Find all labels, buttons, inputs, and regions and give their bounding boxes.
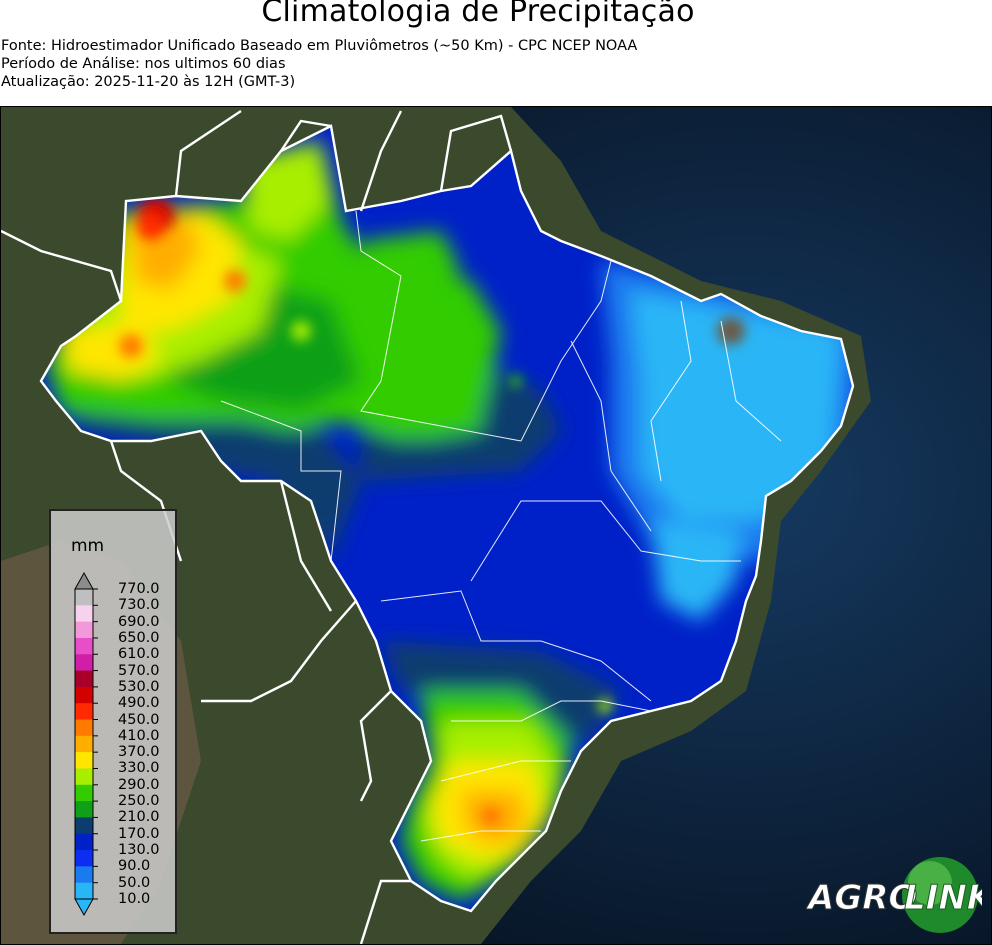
colorbar-tick-label: 250.0 xyxy=(118,793,160,810)
colorbar-tick-label: 10.0 xyxy=(118,891,151,907)
colorbar-bin-90.0 xyxy=(75,850,93,867)
colorbar-tick-label: 410.0 xyxy=(118,727,160,744)
colorbar-tick-label: 370.0 xyxy=(118,744,160,761)
update-timestamp-text: Atualização: 2025-11-20 às 12H (GMT-3) xyxy=(1,74,296,90)
colorbar-tick-label: 50.0 xyxy=(118,874,151,891)
colorbar-min-arrow xyxy=(74,898,94,917)
legend-unit-label: mm xyxy=(71,536,105,556)
colorbar-bin-50.0 xyxy=(75,866,93,884)
colorbar-bin-130.0 xyxy=(75,833,93,851)
analysis-period-text: Período de Análise: nos ultimos 60 dias xyxy=(1,56,286,72)
colorbar-bin-210.0 xyxy=(75,801,93,818)
colorbar-bin-610.0 xyxy=(75,637,93,655)
colorbar-tick-label: 170.0 xyxy=(118,825,160,842)
colorbar-tick-label: 690.0 xyxy=(118,613,160,630)
colorbar-bin-290.0 xyxy=(75,768,93,786)
colorbar-bin-330.0 xyxy=(75,752,93,769)
map-title: Climatologia de Precipitação xyxy=(261,0,695,29)
colorbar-tick-label: 770.0 xyxy=(118,581,160,597)
colorbar-tick-label: 90.0 xyxy=(118,858,151,875)
colorbar-bin-650.0 xyxy=(75,621,93,639)
colorbar-frame xyxy=(74,588,94,900)
colorbar-bin-410.0 xyxy=(75,719,93,737)
colorbar-bin-450.0 xyxy=(75,703,93,721)
source-text: Fonte: Hidroestimador Unificado Baseado … xyxy=(1,38,638,54)
colorbar-tick-label: 570.0 xyxy=(118,662,160,679)
legend-colorbar: mm 770.0 730.0 690.0 650.0 610.0 570.0 530.0 49… xyxy=(49,509,177,934)
colorbar-bin-170.0 xyxy=(75,817,93,835)
colorbar-bin-370.0 xyxy=(75,735,93,753)
colorbar-tick-label: 530.0 xyxy=(118,678,160,695)
logo-highlight xyxy=(908,861,952,905)
country-borders xyxy=(1,110,855,944)
colorbar-bin-490.0 xyxy=(75,686,93,704)
colorbar-tick-label: 650.0 xyxy=(118,629,160,646)
logo-text-agro: AGRO xyxy=(806,878,917,918)
colorbar-bin-690.0 xyxy=(75,605,93,623)
colorbar-tick-label: 730.0 xyxy=(118,597,160,614)
logo-text-link: LINK xyxy=(904,878,982,918)
colorbar-bin-570.0 xyxy=(75,654,93,672)
colorbar-bin-250.0 xyxy=(75,784,93,802)
colorbar-bin-530.0 xyxy=(75,670,93,688)
colorbar-bin-730.0 xyxy=(75,589,93,606)
colorbar-tick-label: 130.0 xyxy=(118,842,160,859)
colorbar-max-arrow xyxy=(74,571,94,590)
colorbar-tick-label: 210.0 xyxy=(118,809,160,826)
state-borders xyxy=(220,210,782,842)
colorbar-tick-label: 290.0 xyxy=(118,776,160,793)
colorbar-tick-label: 610.0 xyxy=(118,646,160,663)
colorbar-tick-label: 490.0 xyxy=(118,695,160,712)
colorbar-tick-label: 330.0 xyxy=(118,760,160,777)
colorbar-svg xyxy=(74,571,98,917)
colorbar-tick-label: 450.0 xyxy=(118,711,160,728)
agrolink-logo: AGRO LINK xyxy=(806,857,982,933)
colorbar-bin-10.0 xyxy=(75,882,93,900)
